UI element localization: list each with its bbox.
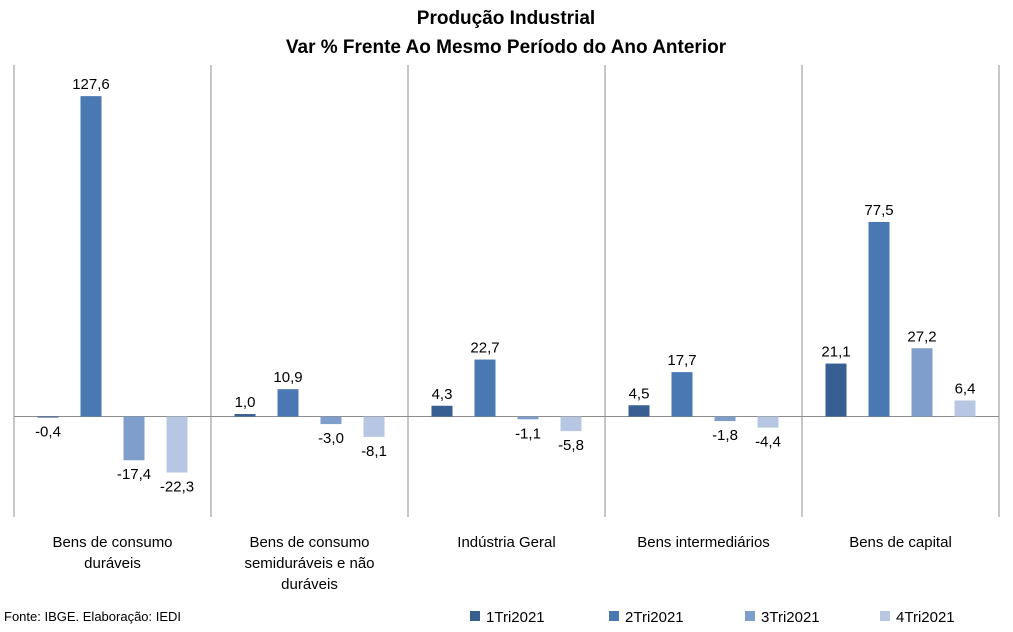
bar-3Tri2021 [320, 416, 342, 425]
bar-1Tri2021 [234, 414, 256, 417]
bar-1Tri2021 [37, 416, 59, 418]
category-label: Indústria Geral [457, 534, 555, 551]
data-label: -4,4 [755, 434, 781, 451]
category-label: duráveis [84, 555, 141, 572]
bar-2Tri2021 [868, 221, 890, 417]
category-label: semiduráveis e não [244, 555, 374, 572]
data-label: 4,3 [432, 386, 453, 403]
data-label: -3,0 [318, 430, 344, 447]
bar-3Tri2021 [714, 416, 736, 422]
data-label: -1,8 [712, 427, 738, 444]
bar-1Tri2021 [628, 405, 650, 417]
data-label: 21,1 [821, 344, 850, 361]
source-note: Fonte: IBGE. Elaboração: IEDI [4, 609, 182, 624]
data-label: 17,7 [667, 352, 696, 369]
data-label: 77,5 [864, 202, 893, 219]
legend-label: 4Tri2021 [896, 609, 955, 626]
plot-area: -0,4 127,6 -17,4 -22,3 Bens de consumo duráve… [13, 65, 1000, 593]
data-label: 27,2 [907, 328, 936, 345]
category-label: Bens intermediários [637, 534, 770, 551]
chart-title: Produção Industrial [417, 8, 595, 29]
chart-subtitle: Var % Frente Ao Mesmo Período do Ano Ant… [286, 37, 727, 58]
data-label: -1,1 [515, 425, 541, 442]
data-label: 22,7 [470, 340, 499, 357]
bar-1Tri2021 [431, 405, 453, 417]
category-label: Bens de consumo [52, 534, 172, 551]
data-label: -5,8 [558, 437, 584, 454]
data-label: 4,5 [629, 385, 650, 402]
category-label: duráveis [281, 576, 338, 593]
bar-1Tri2021 [825, 363, 847, 417]
data-label: -22,3 [160, 479, 194, 496]
bar-4Tri2021 [166, 416, 188, 473]
bar-2Tri2021 [80, 96, 102, 417]
legend: 1Tri2021 2Tri2021 3Tri2021 4Tri2021 [470, 609, 955, 626]
data-label: 1,0 [235, 394, 256, 411]
bar-4Tri2021 [363, 416, 385, 437]
data-label: -0,4 [35, 424, 61, 441]
legend-label: 2Tri2021 [625, 609, 684, 626]
bar-4Tri2021 [560, 416, 582, 432]
data-label: 6,4 [955, 380, 976, 397]
bar-4Tri2021 [757, 416, 779, 428]
legend-swatch-3Tri2021 [745, 611, 755, 621]
data-label: 10,9 [273, 369, 302, 386]
legend-swatch-2Tri2021 [609, 611, 619, 621]
legend-swatch-1Tri2021 [470, 611, 480, 621]
bar-3Tri2021 [517, 416, 539, 420]
bar-2Tri2021 [277, 389, 299, 417]
data-label: -8,1 [361, 443, 387, 460]
data-label: -17,4 [117, 466, 151, 483]
bar-2Tri2021 [474, 359, 496, 417]
bar-3Tri2021 [911, 348, 933, 417]
bar-4Tri2021 [954, 400, 976, 417]
legend-label: 3Tri2021 [761, 609, 820, 626]
category-label: Bens de capital [849, 534, 952, 551]
bar-2Tri2021 [671, 372, 693, 417]
bar-3Tri2021 [123, 416, 145, 461]
legend-swatch-4Tri2021 [880, 611, 890, 621]
legend-label: 1Tri2021 [486, 609, 545, 626]
category-label: Bens de consumo [249, 534, 369, 551]
data-label: 127,6 [72, 76, 110, 93]
